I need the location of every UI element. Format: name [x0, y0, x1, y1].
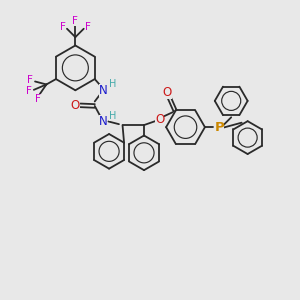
- Text: N: N: [99, 84, 107, 97]
- Text: O: O: [70, 99, 80, 112]
- Text: F: F: [72, 16, 78, 26]
- Text: P: P: [214, 121, 224, 134]
- Text: F: F: [85, 22, 91, 32]
- Text: F: F: [35, 94, 41, 104]
- Text: F: F: [27, 75, 33, 85]
- Text: H: H: [109, 110, 116, 121]
- Text: O: O: [155, 112, 164, 126]
- Text: H: H: [109, 80, 116, 89]
- Text: F: F: [26, 86, 32, 96]
- Text: O: O: [162, 86, 172, 99]
- Text: F: F: [60, 22, 66, 32]
- Text: N: N: [99, 115, 107, 128]
